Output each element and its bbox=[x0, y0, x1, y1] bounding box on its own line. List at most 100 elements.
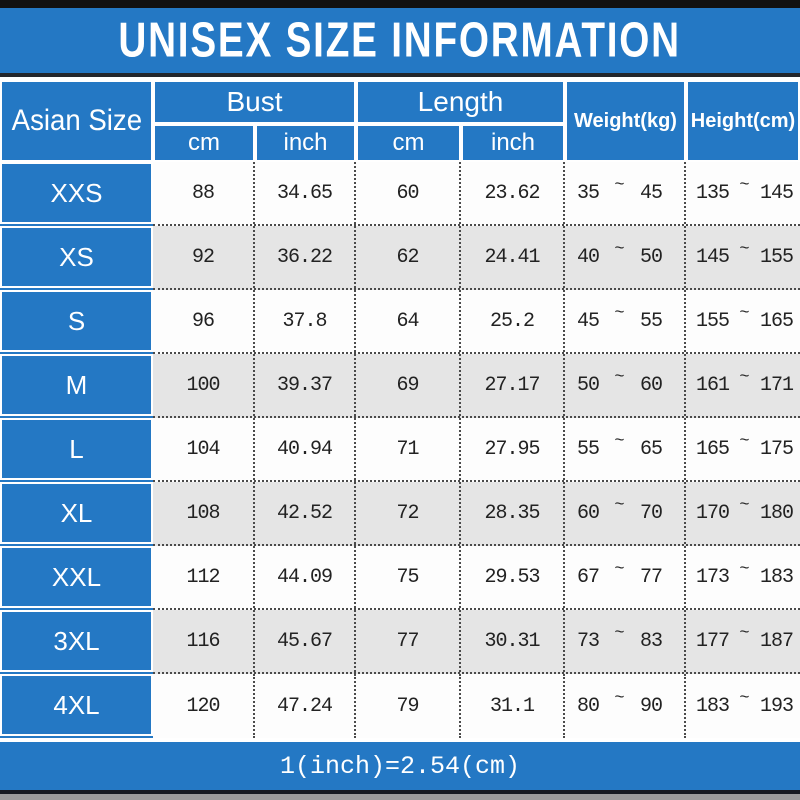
table-body: XXS XS S M L XL XXL 3XL 4XL 88 34.65 60 23.62 35… bbox=[0, 162, 800, 738]
table-row: 88 34.65 60 23.62 35 ~ 45 135 ~ 145 bbox=[153, 162, 800, 226]
weight-max: 55 bbox=[639, 309, 663, 333]
table-row: 120 47.24 79 31.1 80 ~ 90 183 ~ 193 bbox=[153, 674, 800, 738]
tilde-separator: ~ bbox=[739, 431, 750, 451]
bust-inch-cell: 39.37 bbox=[255, 354, 356, 416]
tilde-separator: ~ bbox=[614, 623, 625, 643]
length-inch-cell: 24.41 bbox=[461, 226, 565, 288]
size-cell: M bbox=[0, 354, 153, 416]
height-min: 177 bbox=[696, 629, 730, 653]
length-inch-cell: 31.1 bbox=[461, 674, 565, 738]
header-bust: Bust bbox=[153, 80, 356, 124]
data-rows: 88 34.65 60 23.62 35 ~ 45 135 ~ 145 92 3… bbox=[153, 162, 800, 738]
tilde-separator: ~ bbox=[739, 175, 750, 195]
weight-min: 80 bbox=[577, 694, 600, 718]
header-weight: Weight(kg) bbox=[565, 80, 686, 162]
height-range-cell: 177 ~ 187 bbox=[686, 610, 800, 672]
footer-gap bbox=[0, 738, 800, 742]
tilde-separator: ~ bbox=[614, 367, 625, 387]
weight-max: 60 bbox=[639, 373, 663, 397]
header-length-cm: cm bbox=[356, 124, 461, 162]
height-range-cell: 145 ~ 155 bbox=[686, 226, 800, 288]
height-min: 173 bbox=[696, 565, 730, 589]
height-max: 171 bbox=[759, 373, 794, 397]
weight-min: 55 bbox=[577, 437, 600, 461]
length-inch-cell: 27.95 bbox=[461, 418, 565, 480]
table-row: 112 44.09 75 29.53 67 ~ 77 173 ~ 183 bbox=[153, 546, 800, 610]
bust-inch-cell: 36.22 bbox=[255, 226, 356, 288]
size-cell: 4XL bbox=[0, 674, 153, 736]
weight-min: 45 bbox=[577, 309, 600, 333]
height-max: 180 bbox=[759, 501, 794, 525]
header-length: Length bbox=[356, 80, 565, 124]
height-max: 145 bbox=[759, 181, 794, 205]
header-length-inch: inch bbox=[461, 124, 565, 162]
size-label: XS bbox=[59, 241, 94, 272]
bust-cm-cell: 88 bbox=[153, 162, 255, 224]
table-row: 104 40.94 71 27.95 55 ~ 65 165 ~ 175 bbox=[153, 418, 800, 482]
tilde-separator: ~ bbox=[614, 303, 625, 323]
header-bust-cm: cm bbox=[153, 124, 255, 162]
height-range-cell: 165 ~ 175 bbox=[686, 418, 800, 480]
size-label: XL bbox=[60, 497, 93, 528]
height-range-cell: 170 ~ 180 bbox=[686, 482, 800, 544]
tilde-separator: ~ bbox=[739, 495, 750, 515]
weight-min: 40 bbox=[577, 245, 600, 269]
size-label: M bbox=[65, 369, 88, 400]
length-inch-cell: 27.17 bbox=[461, 354, 565, 416]
weight-range-cell: 60 ~ 70 bbox=[565, 482, 686, 544]
length-cm-cell: 77 bbox=[356, 610, 461, 672]
weight-range-cell: 55 ~ 65 bbox=[565, 418, 686, 480]
weight-range-cell: 50 ~ 60 bbox=[565, 354, 686, 416]
weight-range-cell: 35 ~ 45 bbox=[565, 162, 686, 224]
weight-max: 65 bbox=[639, 437, 663, 461]
size-label: XXS bbox=[50, 177, 103, 208]
height-min: 165 bbox=[696, 437, 730, 461]
bust-cm-cell: 100 bbox=[153, 354, 255, 416]
size-column: XXS XS S M L XL XXL 3XL 4XL bbox=[0, 162, 153, 738]
bust-cm-cell: 112 bbox=[153, 546, 255, 608]
height-max: 155 bbox=[759, 245, 794, 269]
tilde-separator: ~ bbox=[739, 623, 750, 643]
bust-inch-cell: 42.52 bbox=[255, 482, 356, 544]
height-range-cell: 183 ~ 193 bbox=[686, 674, 800, 738]
bust-cm-cell: 116 bbox=[153, 610, 255, 672]
length-inch-cell: 28.35 bbox=[461, 482, 565, 544]
weight-range-cell: 67 ~ 77 bbox=[565, 546, 686, 608]
length-inch-cell: 29.53 bbox=[461, 546, 565, 608]
weight-min: 35 bbox=[577, 181, 600, 205]
tilde-separator: ~ bbox=[614, 431, 625, 451]
height-min: 145 bbox=[696, 245, 730, 269]
tilde-separator: ~ bbox=[614, 175, 625, 195]
height-range-cell: 173 ~ 183 bbox=[686, 546, 800, 608]
size-cell: XL bbox=[0, 482, 153, 544]
length-cm-cell: 62 bbox=[356, 226, 461, 288]
weight-range-cell: 80 ~ 90 bbox=[565, 674, 686, 738]
table-row: 108 42.52 72 28.35 60 ~ 70 170 ~ 180 bbox=[153, 482, 800, 546]
length-cm-cell: 69 bbox=[356, 354, 461, 416]
bust-cm-cell: 108 bbox=[153, 482, 255, 544]
height-max: 165 bbox=[759, 309, 794, 333]
size-cell: XS bbox=[0, 226, 153, 288]
weight-max: 50 bbox=[639, 245, 663, 269]
height-range-cell: 155 ~ 165 bbox=[686, 290, 800, 352]
length-cm-cell: 60 bbox=[356, 162, 461, 224]
height-min: 161 bbox=[696, 373, 730, 397]
tilde-separator: ~ bbox=[614, 559, 625, 579]
height-max: 175 bbox=[759, 437, 794, 461]
length-inch-cell: 30.31 bbox=[461, 610, 565, 672]
bust-inch-cell: 40.94 bbox=[255, 418, 356, 480]
table-row: 116 45.67 77 30.31 73 ~ 83 177 ~ 187 bbox=[153, 610, 800, 674]
size-cell: XXL bbox=[0, 546, 153, 608]
footer-band: 1(inch)=2.54(cm) bbox=[0, 742, 800, 790]
size-label: L bbox=[69, 433, 84, 464]
height-min: 170 bbox=[696, 501, 730, 525]
height-range-cell: 135 ~ 145 bbox=[686, 162, 800, 224]
weight-max: 90 bbox=[639, 694, 663, 718]
tilde-separator: ~ bbox=[739, 239, 750, 259]
weight-max: 70 bbox=[639, 501, 663, 525]
page-title: UNISEX SIZE INFORMATION bbox=[118, 12, 682, 68]
height-min: 135 bbox=[696, 181, 730, 205]
bust-inch-cell: 34.65 bbox=[255, 162, 356, 224]
table-header: Asian Size Bust Length Weight(kg) Height… bbox=[0, 77, 800, 162]
